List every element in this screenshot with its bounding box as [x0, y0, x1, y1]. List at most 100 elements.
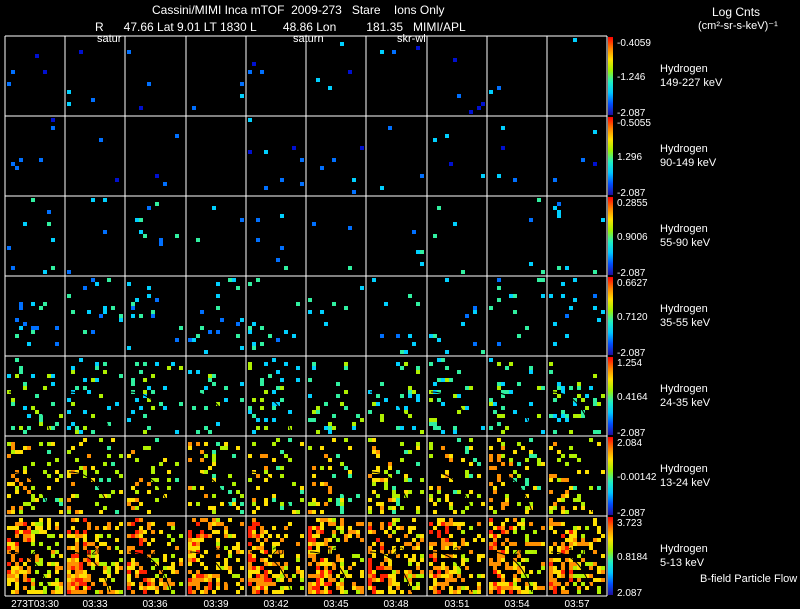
heatmap-pixel	[597, 570, 601, 574]
heatmap-pixel	[481, 174, 485, 178]
heatmap-pixel	[392, 510, 396, 514]
energy-range-label: 90-149 keV	[660, 157, 717, 169]
heatmap-pixel	[557, 418, 561, 422]
heatmap-pixel	[573, 278, 577, 282]
heatmap-pixel	[497, 554, 501, 558]
heatmap-pixel	[449, 458, 453, 462]
heatmap-pixel	[75, 562, 79, 566]
heatmap-pixel	[541, 586, 545, 590]
heatmap-pixel	[316, 570, 320, 574]
heatmap-pixel	[39, 522, 43, 526]
heatmap-pixel	[597, 538, 601, 542]
heatmap-pixel	[300, 158, 304, 162]
heatmap-pixel	[537, 198, 541, 202]
heatmap-pixel	[537, 386, 541, 390]
heatmap-pixel	[248, 578, 252, 582]
heatmap-pixel	[71, 402, 75, 406]
heatmap-pixel	[449, 570, 453, 574]
heatmap-pixel	[557, 582, 561, 586]
heatmap-pixel	[119, 558, 123, 562]
heatmap-pixel	[481, 426, 485, 430]
heatmap-pixel	[59, 590, 63, 594]
heatmap-pixel	[344, 534, 348, 538]
heatmap-pixel	[200, 518, 204, 522]
heatmap-pixel	[15, 570, 19, 574]
heatmap-pixel	[139, 538, 143, 542]
heatmap-pixel	[11, 70, 15, 74]
heatmap-pixel	[95, 486, 99, 490]
heatmap-pixel	[276, 338, 280, 342]
heatmap-pixel	[501, 406, 505, 410]
heatmap-pixel	[15, 358, 19, 362]
heatmap-pixel	[509, 458, 513, 462]
heatmap-pixel	[553, 558, 557, 562]
heatmap-pixel	[87, 550, 91, 554]
heatmap-pixel	[23, 322, 27, 326]
heatmap-pixel	[469, 526, 473, 530]
heatmap-pixel	[360, 558, 364, 562]
heatmap-pixel	[561, 294, 565, 298]
heatmap-pixel	[23, 562, 27, 566]
heatmap-pixel	[204, 386, 208, 390]
heatmap-pixel	[352, 422, 356, 426]
heatmap-pixel	[83, 558, 87, 562]
heatmap-pixel	[400, 442, 404, 446]
heatmap-pixel	[513, 578, 517, 582]
heatmap-pixel	[429, 542, 433, 546]
heatmap-pixel	[557, 522, 561, 526]
heatmap-pixel	[212, 574, 216, 578]
heatmap-pixel	[83, 426, 87, 430]
heatmap-pixel	[51, 442, 55, 446]
species-label: Hydrogen	[660, 63, 708, 75]
heatmap-pixel	[47, 526, 51, 530]
heatmap-pixel	[51, 374, 55, 378]
heatmap-pixel	[131, 546, 135, 550]
heatmap-pixel	[300, 574, 304, 578]
heatmap-pixel	[240, 346, 244, 350]
heatmap-pixel	[396, 502, 400, 506]
heatmap-pixel	[513, 558, 517, 562]
heatmap-pixel	[461, 586, 465, 590]
heatmap-pixel	[75, 530, 79, 534]
heatmap-pixel	[31, 578, 35, 582]
heatmap-pixel	[196, 542, 200, 546]
heatmap-pixel	[15, 470, 19, 474]
heatmap-pixel	[565, 550, 569, 554]
heatmap-pixel	[163, 558, 167, 562]
heatmap-pixel	[368, 506, 372, 510]
colorbar	[608, 117, 613, 195]
heatmap-pixel	[51, 562, 55, 566]
heatmap-pixel	[139, 478, 143, 482]
heatmap-pixel	[252, 414, 256, 418]
heatmap-pixel	[135, 298, 139, 302]
heatmap-pixel	[35, 522, 39, 526]
heatmap-pixel	[493, 466, 497, 470]
heatmap-pixel	[493, 410, 497, 414]
heatmap-pixel	[103, 578, 107, 582]
heatmap-pixel	[497, 86, 501, 90]
heatmap-pixel	[340, 462, 344, 466]
heatmap-pixel	[320, 570, 324, 574]
heatmap-pixel	[601, 310, 605, 314]
heatmap-pixel	[477, 582, 481, 586]
saturn-marker-label: satur	[97, 33, 122, 45]
heatmap-pixel	[433, 574, 437, 578]
heatmap-pixel	[449, 502, 453, 506]
heatmap-pixel	[71, 310, 75, 314]
heatmap-pixel	[569, 306, 573, 310]
heatmap-pixel	[577, 542, 581, 546]
heatmap-pixel	[577, 386, 581, 390]
heatmap-pixel	[71, 578, 75, 582]
heatmap-pixel	[489, 558, 493, 562]
heatmap-pixel	[127, 498, 131, 502]
heatmap-pixel	[79, 466, 83, 470]
heatmap-pixel	[248, 526, 252, 530]
heatmap-pixel	[264, 550, 268, 554]
heatmap-pixel	[372, 446, 376, 450]
heatmap-pixel	[79, 442, 83, 446]
heatmap-pixel	[312, 410, 316, 414]
heatmap-pixel	[83, 578, 87, 582]
heatmap-pixel	[171, 590, 175, 594]
heatmap-pixel	[593, 162, 597, 166]
heatmap-pixel	[188, 446, 192, 450]
